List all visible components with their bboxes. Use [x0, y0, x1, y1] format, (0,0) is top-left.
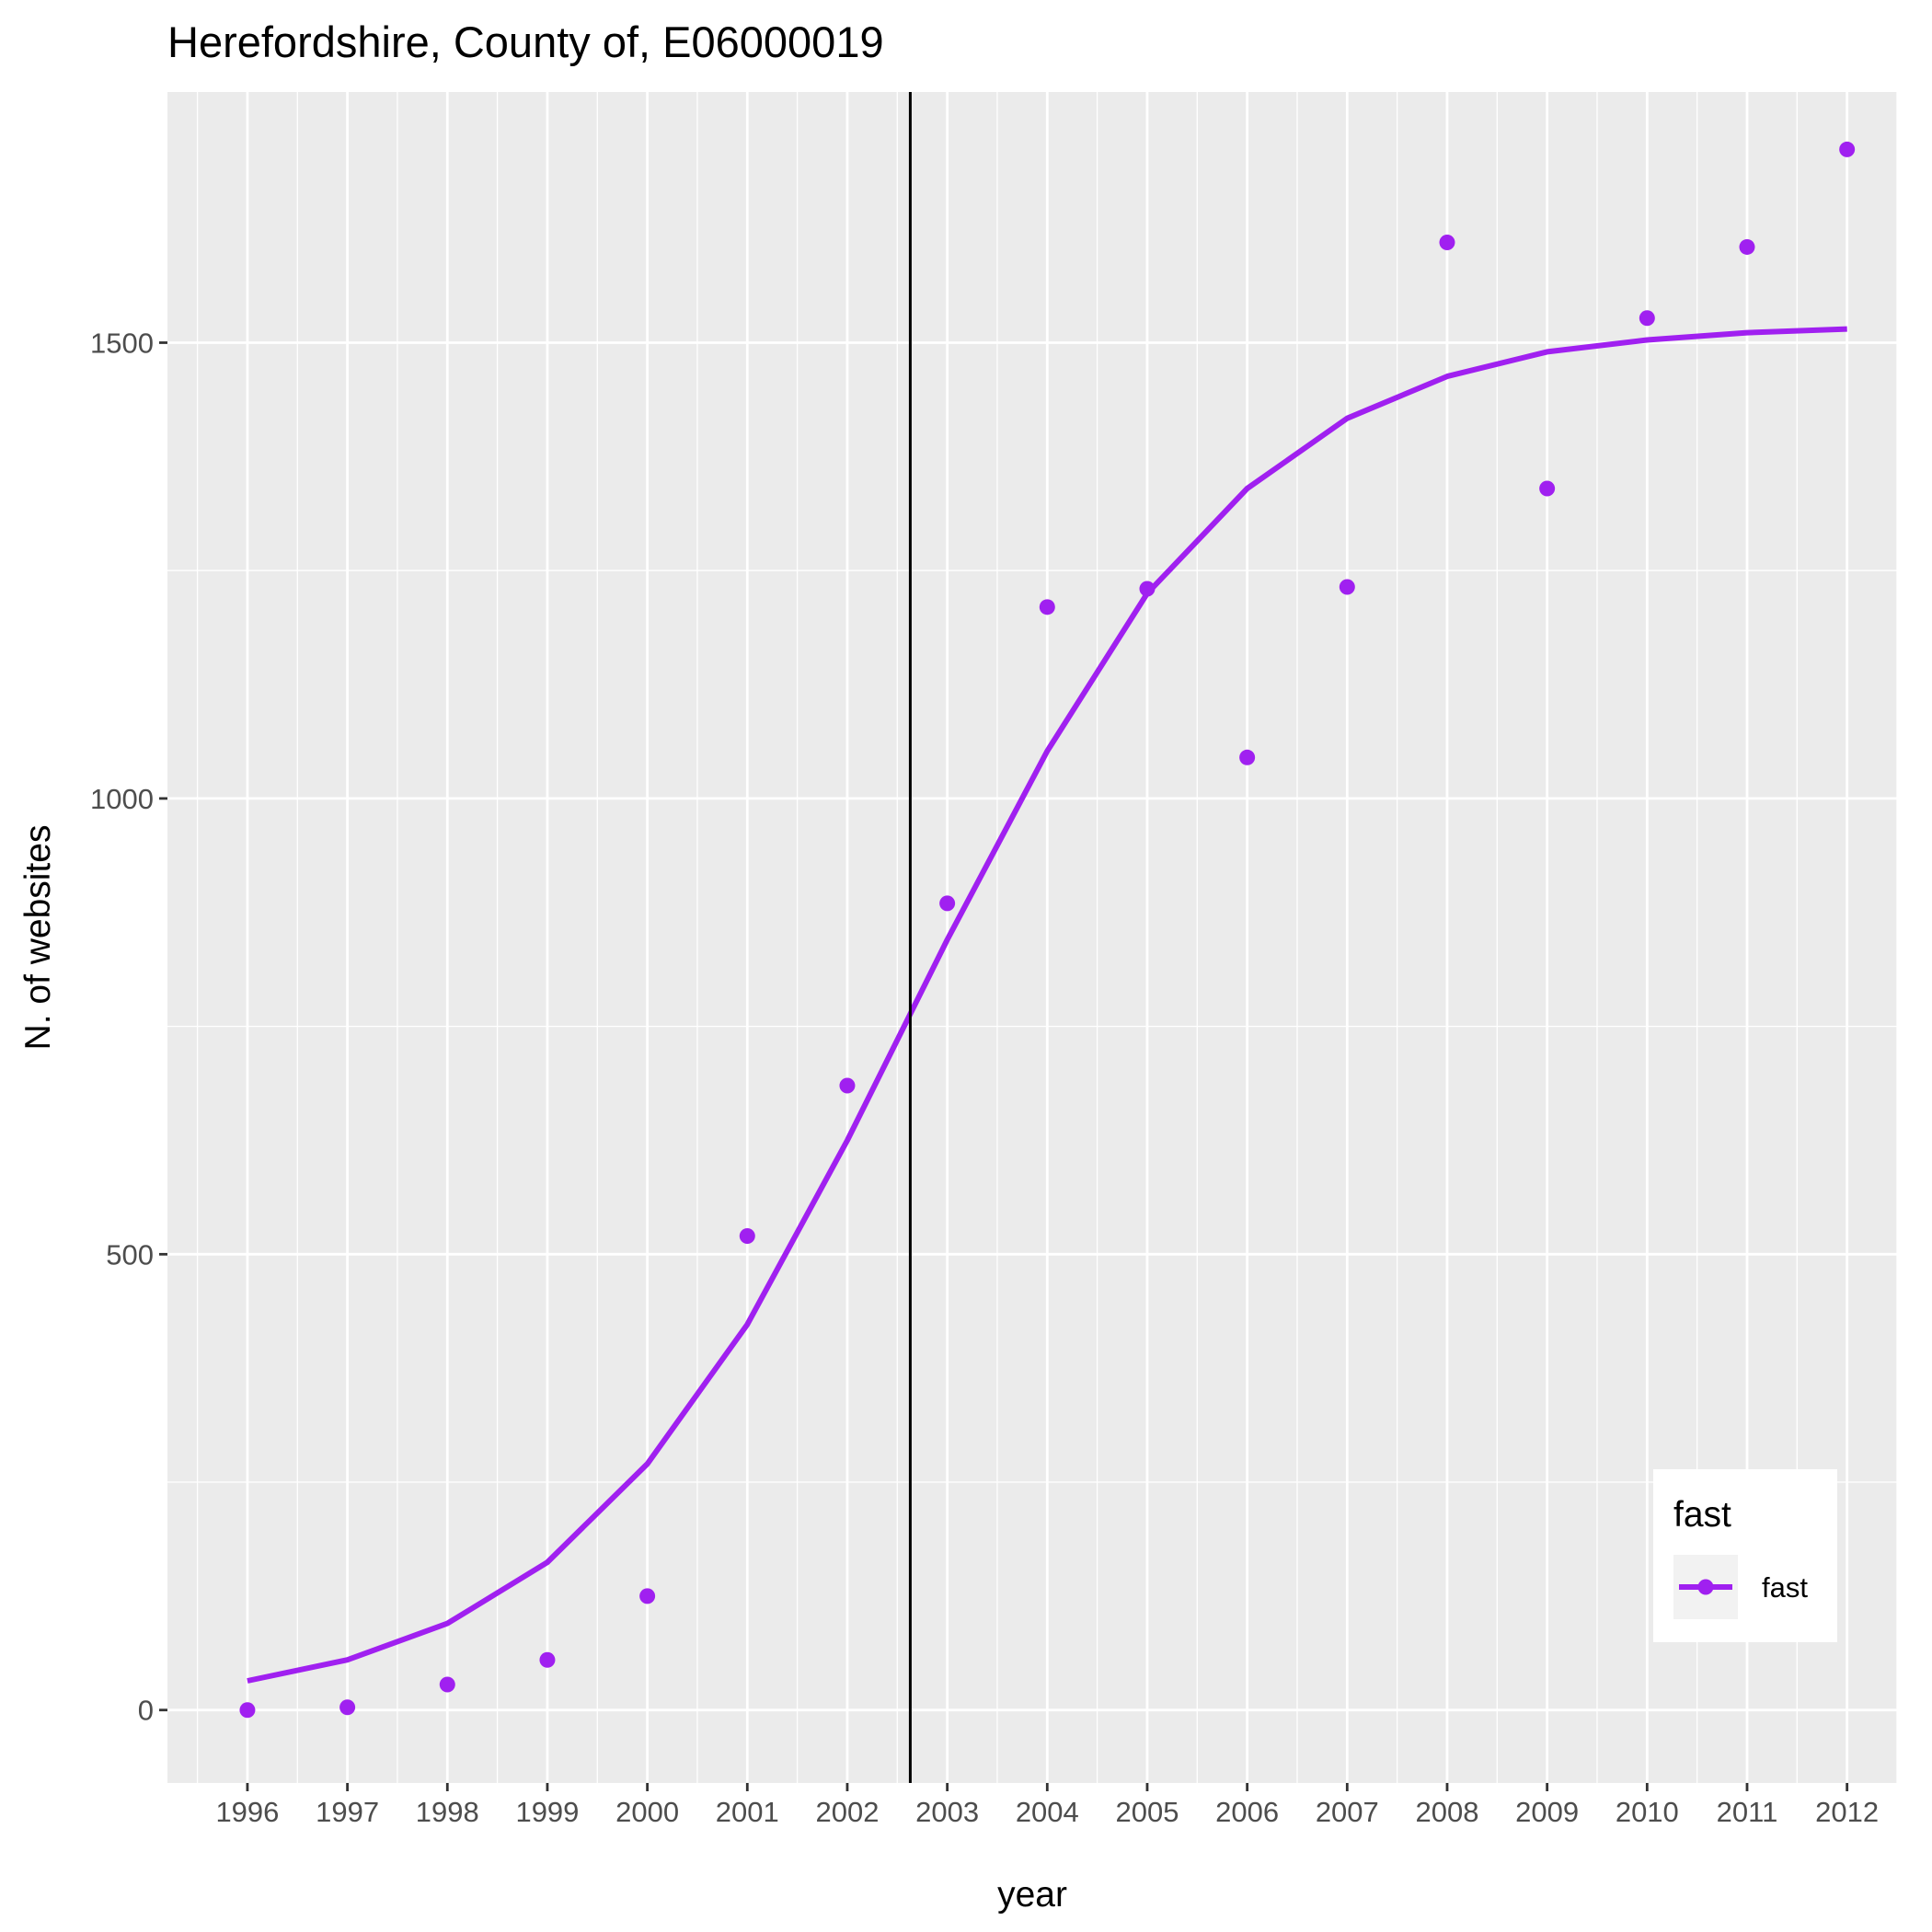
x-tick-label: 2006: [1215, 1796, 1279, 1828]
y-tick-label: 500: [106, 1238, 154, 1271]
y-tick-label: 1500: [90, 327, 154, 359]
x-tick-label: 2005: [1115, 1796, 1179, 1828]
minor-gridlines: [167, 92, 1898, 1783]
fitted-line: [247, 326, 1847, 1684]
x-tick-label: 2002: [815, 1796, 879, 1828]
fast-point: [839, 1077, 856, 1094]
x-tick-label: 2007: [1316, 1796, 1379, 1828]
fast-point: [439, 1676, 455, 1693]
x-tick-label: 2003: [915, 1796, 979, 1828]
plot-panel: [167, 92, 1897, 1783]
x-tick-label: 2012: [1815, 1796, 1879, 1828]
x-tick-label: 1997: [316, 1796, 379, 1828]
fast-point: [239, 1702, 256, 1719]
legend-key-dot: [1697, 1579, 1714, 1595]
fast-point: [1139, 581, 1156, 597]
x-tick-label: 2010: [1616, 1796, 1679, 1828]
fast-point: [339, 1699, 356, 1716]
legend: fast fast: [1653, 1469, 1837, 1642]
fast-point: [739, 1227, 755, 1244]
x-tick-label: 2008: [1415, 1796, 1478, 1828]
x-tick-label: 2001: [716, 1796, 779, 1828]
fast-point: [1739, 238, 1755, 255]
fast-point: [1639, 310, 1655, 327]
x-tick-label: 1998: [416, 1796, 479, 1828]
x-tick-label: 2009: [1515, 1796, 1579, 1828]
y-tick-label: 0: [138, 1695, 154, 1727]
fast-point: [639, 1588, 656, 1604]
chart-title: Herefordshire, County of, E06000019: [167, 17, 884, 66]
y-axis-title: N. of websites: [18, 825, 58, 1051]
x-tick-label: 1996: [215, 1796, 279, 1828]
x-tick-label: 1999: [515, 1796, 579, 1828]
fast-point: [939, 895, 956, 912]
fast-point: [1839, 141, 1856, 157]
x-tick-label: 2000: [615, 1796, 679, 1828]
fast-point: [539, 1651, 556, 1668]
fast-point: [1239, 749, 1256, 765]
y-tick-label: 1000: [90, 783, 154, 815]
fast-point: [1439, 234, 1455, 250]
data-points: [239, 141, 1856, 1719]
fast-point: [1039, 599, 1055, 615]
x-tick-label: 2011: [1717, 1796, 1778, 1828]
x-axis-ticks: 1996 1997 1998 1999 2000 2001 2002 2003 2004 2005…: [215, 1783, 1879, 1828]
fast-line: [247, 326, 1847, 1684]
legend-entry-label: fast: [1762, 1571, 1808, 1604]
fast-point: [1339, 579, 1355, 595]
x-axis-title: year: [997, 1875, 1067, 1915]
y-axis-ticks: 0 500 1000 1500: [90, 327, 167, 1727]
fast-point: [1539, 480, 1556, 497]
x-tick-label: 2004: [1016, 1796, 1079, 1828]
legend-title: fast: [1673, 1495, 1731, 1535]
